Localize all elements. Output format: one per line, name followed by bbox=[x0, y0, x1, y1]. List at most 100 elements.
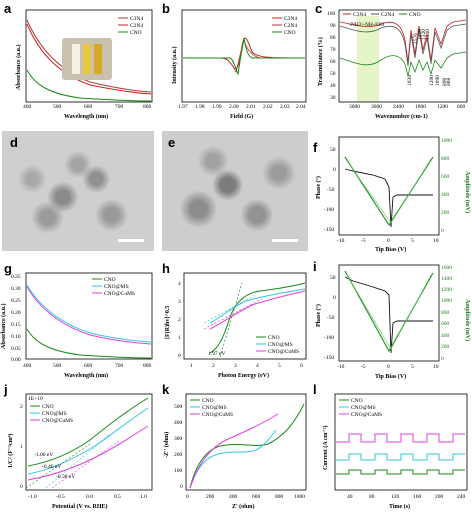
legend-h-3: CNO@CuMS bbox=[268, 349, 299, 355]
xtick-k-2: 200 bbox=[206, 494, 215, 500]
ytick-c-6: 50 bbox=[330, 71, 336, 77]
legend-h-1: CNO bbox=[268, 335, 280, 341]
xtick-h-6: 6 bbox=[300, 363, 303, 369]
peak-1200: 1200 bbox=[429, 75, 435, 86]
chart-a: C3N4 C2N4 CNO 400 500 600 700 800 Wavele… bbox=[15, 9, 153, 120]
xtick-k-3: 400 bbox=[229, 494, 238, 500]
annot-j-1: -1.06 eV bbox=[34, 452, 53, 458]
xtick-k-1: 0 bbox=[186, 494, 189, 500]
ytick-k-3: 300 bbox=[174, 436, 183, 442]
xtick-b-4: 2.00 bbox=[229, 104, 239, 110]
ytick2-i-3: 1200 bbox=[441, 287, 452, 293]
curve-g-cno bbox=[26, 328, 152, 359]
curve-g-cums bbox=[26, 286, 152, 345]
chart-j: 1E+10 -1.06 eV -0.46 eV -0.38 eV CNO CNO… bbox=[7, 393, 153, 510]
xtick-f-5: 10 bbox=[433, 238, 439, 244]
peak-1240: 1240 bbox=[425, 29, 431, 40]
ylabel-l: Current (A cm⁻²) bbox=[322, 425, 329, 470]
peak-1410: 1410 bbox=[417, 29, 423, 40]
ytick2-f-5: 200 bbox=[441, 210, 450, 216]
xtick-j-3: 0.0 bbox=[86, 494, 93, 500]
curve-k-cno bbox=[189, 403, 305, 489]
legend-l-1: CNO bbox=[351, 398, 363, 404]
ytick2-f-6: 0 bbox=[441, 228, 444, 234]
ylabel-c: Transmittance (%) bbox=[317, 37, 324, 86]
xtick-b-3: 1.99 bbox=[212, 104, 222, 110]
curve-j-cno bbox=[27, 397, 149, 467]
curve-b-c2n4 bbox=[183, 38, 305, 74]
scale-bar-e bbox=[272, 239, 298, 242]
ytick-f-4: -100 bbox=[324, 207, 334, 213]
curve-j-ms bbox=[27, 407, 149, 475]
panel-label-h: h bbox=[162, 261, 170, 276]
xtick-a-1: 400 bbox=[23, 104, 32, 110]
scale-bar-d bbox=[118, 239, 144, 242]
tem-image-d bbox=[2, 131, 154, 251]
xlabel-b: Field (G) bbox=[230, 113, 253, 120]
ylabel2-f: Amplitude (mV) bbox=[464, 171, 471, 213]
xtick-l-6: 240 bbox=[457, 494, 466, 500]
xtick-j-4: 0.5 bbox=[114, 494, 121, 500]
legend-k-2: CNO@MS bbox=[202, 405, 227, 411]
xtick-b-1: 1.97 bbox=[178, 104, 188, 110]
xtick-c-6: 600 bbox=[457, 104, 466, 110]
panel-j: j 1E+10 -1.06 eV -0.46 eV -0.38 eV CNO C… bbox=[0, 382, 158, 514]
curve-g-ms bbox=[26, 284, 152, 343]
legend-b-2: C2N4 bbox=[284, 23, 297, 29]
xtick-g-4: 700 bbox=[115, 363, 124, 369]
xtick-h-1: 1 bbox=[190, 363, 193, 369]
xlabel-a: Wavelength (nm) bbox=[64, 113, 108, 120]
curve-k-ms bbox=[189, 429, 277, 489]
ytick-g-5: 0.15 bbox=[11, 322, 21, 328]
ytick2-i-4: 1000 bbox=[441, 298, 452, 304]
ytick-h-5: 0 bbox=[178, 353, 181, 359]
legend-a-2: C2N4 bbox=[130, 23, 143, 29]
ytick2-f-3: 600 bbox=[441, 174, 450, 180]
panel-label-j: j bbox=[4, 382, 8, 397]
ytick-i-5: -150 bbox=[324, 355, 334, 361]
xtick-l-2: 80 bbox=[369, 494, 375, 500]
panel-l: l CNO CNO@MS CNO@CuMS 40 80 120 160 200 … bbox=[313, 382, 472, 514]
ytick-k-6: 0 bbox=[180, 484, 183, 490]
xtick-g-1: 400 bbox=[23, 363, 32, 369]
ytick2-f-1: 1000 bbox=[441, 138, 452, 144]
xtick-c-1: 3600 bbox=[349, 104, 360, 110]
ytick-i-4: -100 bbox=[324, 335, 334, 341]
xtick-c-5: 1200 bbox=[437, 104, 448, 110]
xtick-l-1: 40 bbox=[347, 494, 353, 500]
ytick2-i-6: 600 bbox=[441, 321, 450, 327]
xlabel-i: Tip Bias (V) bbox=[375, 373, 406, 380]
legend-k-3: CNO@CuMS bbox=[202, 412, 233, 418]
chart-k: CNO CNO@MS CNO@CuMS 500 400 300 200 100 … bbox=[163, 393, 307, 510]
ytick2-i-5: 800 bbox=[441, 310, 450, 316]
xtick-b-5: 2.01 bbox=[246, 104, 256, 110]
xtick-c-3: 2400 bbox=[393, 104, 404, 110]
panel-label-l: l bbox=[313, 382, 317, 397]
ytick-k-5: 100 bbox=[174, 468, 183, 474]
ytick-f-1: 50 bbox=[330, 147, 336, 153]
legend-b-3: CNO bbox=[284, 30, 296, 36]
legend-j-1: CNO bbox=[42, 404, 54, 410]
ylabel-g: Absorbance (a.u.) bbox=[0, 303, 7, 349]
xlabel-l: Time (s) bbox=[389, 503, 410, 510]
xtick-i-5: 10 bbox=[433, 364, 439, 370]
panel-label-i: i bbox=[313, 259, 317, 274]
ytick-j-2: 1 bbox=[20, 444, 23, 450]
xtick-j-1: -1.0 bbox=[28, 494, 37, 500]
legend-c-2: C2N4 bbox=[381, 12, 394, 18]
peak-1638: 1638 bbox=[407, 75, 413, 86]
legend-j-2: CNO@MS bbox=[42, 411, 67, 417]
phase-loop-i bbox=[344, 276, 433, 354]
xtick-i-4: 5 bbox=[411, 364, 414, 370]
ytick-f-5: -150 bbox=[324, 227, 334, 233]
ytick2-i-1: 1600 bbox=[441, 265, 452, 271]
xtick-b-2: 1.98 bbox=[195, 104, 205, 110]
ytick2-i-7: 400 bbox=[441, 333, 450, 339]
curve-c3n4 bbox=[26, 23, 152, 95]
panel-label-b: b bbox=[162, 1, 170, 16]
xlabel-f: Tip Bias (V) bbox=[375, 246, 406, 253]
chart-l: CNO CNO@MS CNO@CuMS 40 80 120 160 200 24… bbox=[322, 393, 468, 510]
ytick-c-5: 60 bbox=[330, 59, 336, 65]
ytick2-f-4: 400 bbox=[441, 192, 450, 198]
ytick-k-4: 200 bbox=[174, 452, 183, 458]
